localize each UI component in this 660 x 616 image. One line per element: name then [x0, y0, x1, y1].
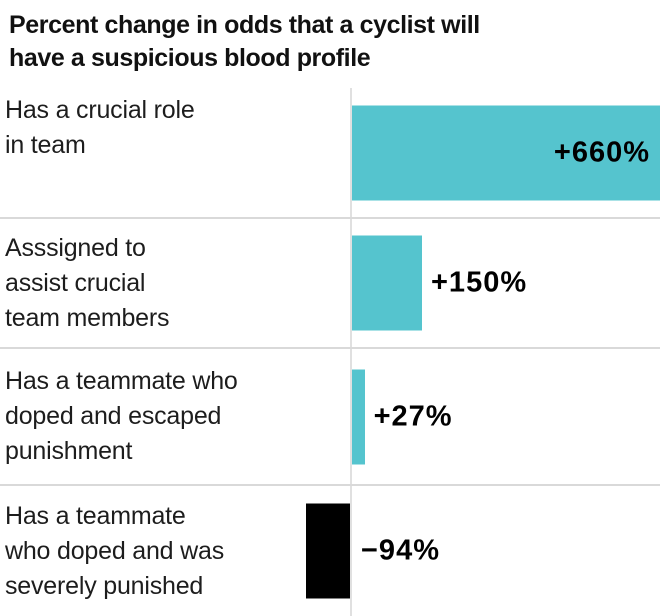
category-label-line: team members	[5, 303, 170, 332]
chart-row: Has a crucial role in team +660%	[0, 88, 660, 217]
category-label-line: Has a crucial role	[5, 96, 195, 124]
chart-row: Has a teammate who doped and escaped pun…	[0, 347, 660, 484]
category-label-line: doped and escaped	[5, 402, 222, 430]
chart-row: Asssigned to assist crucial team members…	[0, 217, 660, 347]
value-label: +27%	[373, 400, 453, 432]
chart-row: Has a teammate who doped and was severel…	[0, 484, 660, 616]
category-label-line: Has a teammate	[5, 501, 186, 530]
category-label-line: punishment	[5, 437, 133, 465]
category-label-line: Asssigned to	[5, 233, 146, 262]
category-label-line: assist crucial	[5, 268, 146, 297]
value-label: −94%	[361, 534, 440, 567]
category-label-line: Has a teammate who	[5, 367, 238, 395]
bar	[306, 503, 350, 599]
category-label-line: in team	[5, 131, 86, 159]
chart-title-line-2: have a suspicious blood profile	[9, 44, 371, 72]
category-label: Asssigned to assist crucial team members	[0, 231, 345, 336]
category-label-line: severely punished	[5, 571, 204, 600]
bar	[352, 369, 365, 464]
category-label: Has a teammate who doped and was severel…	[0, 499, 345, 604]
category-label: Has a crucial role in team	[0, 88, 345, 163]
value-label: +150%	[431, 266, 528, 299]
category-label: Has a teammate who doped and escaped pun…	[0, 364, 345, 469]
plot-area: Has a crucial role in team +660% Asssign…	[0, 88, 660, 616]
chart-title-line-1: Percent change in odds that a cyclist wi…	[9, 11, 480, 39]
category-label-line: who doped and was	[5, 536, 224, 565]
axis-baseline	[350, 88, 352, 616]
value-label: +660%	[553, 136, 650, 168]
chart-title: Percent change in odds that a cyclist wi…	[0, 0, 660, 88]
bar	[352, 105, 660, 200]
bar	[352, 235, 422, 331]
